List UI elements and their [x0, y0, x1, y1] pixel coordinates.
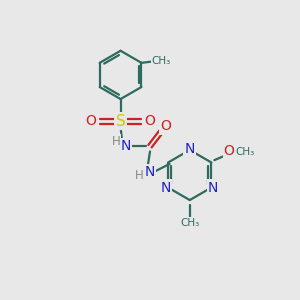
Text: N: N: [184, 142, 195, 155]
Text: S: S: [116, 114, 125, 129]
Text: CH₃: CH₃: [236, 147, 255, 157]
Text: O: O: [160, 119, 171, 134]
Text: N: N: [208, 181, 218, 194]
Text: H: H: [112, 135, 121, 148]
Text: H: H: [135, 169, 144, 182]
Text: CH₃: CH₃: [180, 218, 200, 228]
Text: O: O: [86, 114, 97, 128]
Text: O: O: [224, 144, 235, 158]
Text: O: O: [145, 114, 155, 128]
Text: N: N: [160, 181, 171, 194]
Text: N: N: [121, 139, 131, 153]
Text: N: N: [144, 165, 154, 179]
Text: CH₃: CH₃: [152, 56, 171, 66]
